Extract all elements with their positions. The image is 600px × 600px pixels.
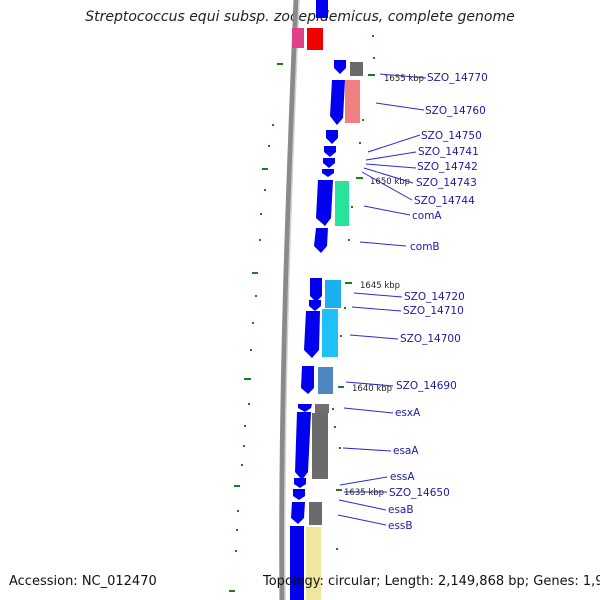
- cds-arrow: [294, 478, 306, 488]
- genome-summary-text: Topology: circular; Length: 2,149,868 bp…: [263, 574, 600, 589]
- feature-salmon: [345, 80, 360, 123]
- gene-label: esaA: [393, 445, 419, 457]
- feature-gray-low: [309, 502, 322, 525]
- gene-label: SZO_14650: [389, 487, 450, 499]
- gene-label: SZO_14744: [414, 195, 475, 207]
- label-leaders: [337, 73, 427, 526]
- feature-blue-top: [316, 0, 328, 18]
- gene-label: esxA: [395, 407, 421, 419]
- feature-pink: [292, 28, 304, 48]
- gene-label: SZO_14700: [400, 333, 461, 345]
- cds-arrow: [295, 412, 311, 480]
- gene-label: SZO_14743: [416, 177, 477, 189]
- backbone-inner: [283, 0, 300, 600]
- feature-cyan-b: [322, 309, 338, 357]
- tick-dashes: [229, 35, 375, 592]
- cds-arrow: [330, 80, 345, 125]
- feature-gray-small: [315, 404, 329, 413]
- gene-label: SZO_14742: [417, 161, 478, 173]
- tick-label: 1655 kbp: [384, 74, 424, 84]
- cds-arrow: [301, 366, 314, 394]
- cds-arrow: [324, 146, 336, 157]
- cds-arrow: [323, 158, 335, 168]
- gene-label: essB: [388, 520, 413, 532]
- cds-arrow: [334, 60, 346, 74]
- backbone-outer: [279, 0, 299, 600]
- cds-arrow: [322, 169, 334, 177]
- gene-label: SZO_14750: [421, 130, 482, 142]
- gene-label: comA: [412, 210, 442, 222]
- gene-label: SZO_14710: [403, 305, 464, 317]
- gene-label: essA: [390, 471, 415, 483]
- tick-label: 1645 kbp: [360, 281, 400, 291]
- tick-label: 1650 kbp: [370, 177, 410, 187]
- accession-text: Accession: NC_012470: [9, 574, 157, 589]
- gene-label: esaB: [388, 504, 414, 516]
- cds-bar: [290, 526, 304, 600]
- feature-green: [335, 181, 349, 226]
- cds-track: [290, 60, 346, 600]
- gene-label: SZO_14720: [404, 291, 465, 303]
- cds-arrow: [310, 278, 322, 302]
- cds-arrow: [314, 228, 328, 253]
- cds-arrow: [293, 489, 305, 500]
- cds-arrow: [304, 311, 320, 358]
- gene-label: SZO_14690: [396, 380, 457, 392]
- gene-label: comB: [410, 241, 440, 253]
- cds-arrow: [298, 404, 312, 412]
- cds-arrow: [291, 502, 305, 524]
- tick-label: 1640 kbp: [352, 384, 392, 394]
- map-title: Streptococcus equi subsp. zooepidemicus,…: [85, 9, 515, 25]
- cds-arrow: [316, 180, 333, 226]
- feature-steelblue: [318, 367, 333, 394]
- cds-arrow: [326, 130, 338, 144]
- cds-arrow: [309, 300, 321, 311]
- gene-label: SZO_14770: [427, 72, 488, 84]
- feature-gray: [350, 62, 363, 76]
- gene-label: SZO_14741: [418, 146, 479, 158]
- gene-label: SZO_14760: [425, 105, 486, 117]
- feature-khaki: [306, 527, 321, 600]
- feature-gray-large: [312, 413, 328, 479]
- feature-track: [306, 62, 363, 600]
- feature-red: [307, 28, 323, 50]
- tick-label: 1635 kbp: [344, 488, 384, 498]
- feature-cyan-a: [325, 280, 341, 308]
